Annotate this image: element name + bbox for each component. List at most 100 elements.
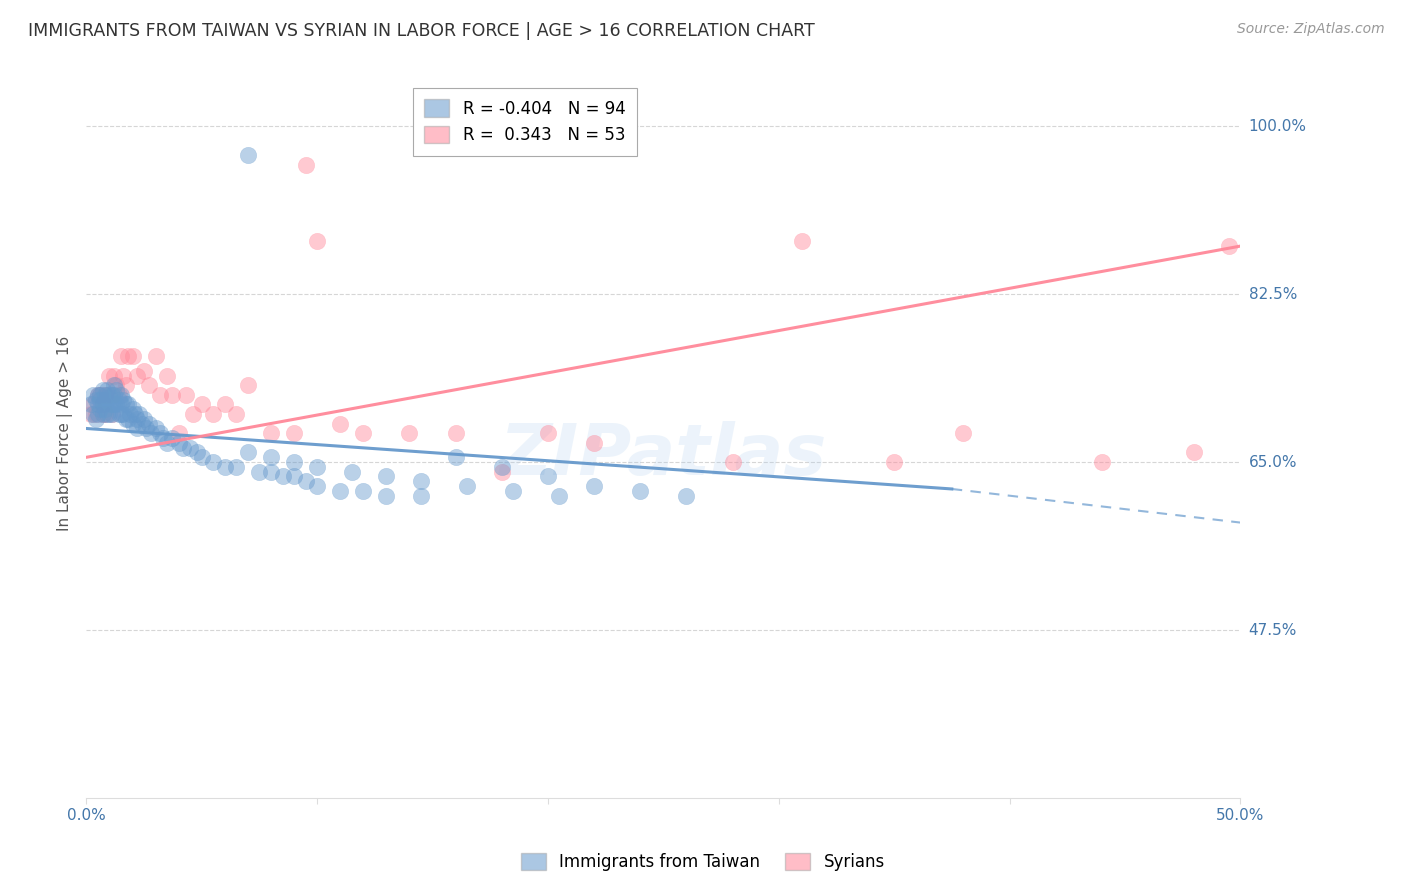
Point [127, 368, 149, 383]
Point [145, 421, 167, 435]
Point [105, 383, 128, 397]
Text: 65.0%: 65.0% [1249, 455, 1298, 469]
Point [117, 350, 139, 364]
Point [100, 407, 122, 421]
Point [149, 388, 172, 402]
Point [94, 392, 117, 407]
Point [583, 479, 606, 493]
Point [236, 148, 259, 162]
Point [883, 455, 905, 469]
Point [82, 397, 104, 411]
Y-axis label: In Labor Force | Age > 16: In Labor Force | Age > 16 [58, 335, 73, 531]
Point [100, 407, 122, 421]
Point [91, 383, 114, 397]
Point [80, 397, 103, 411]
Point [225, 459, 247, 474]
Point [138, 378, 160, 392]
Point [145, 350, 167, 364]
Point [283, 469, 305, 483]
Point [675, 489, 697, 503]
Text: ZIPatlas: ZIPatlas [499, 421, 827, 490]
Point [121, 402, 143, 417]
Point [444, 450, 467, 465]
Point [114, 412, 136, 426]
Point [82, 407, 104, 421]
Point [110, 388, 132, 402]
Point [110, 407, 132, 421]
Point [294, 157, 316, 171]
Text: 82.5%: 82.5% [1249, 286, 1296, 301]
Legend: R = -0.404   N = 94, R =  0.343   N = 53: R = -0.404 N = 94, R = 0.343 N = 53 [412, 87, 637, 156]
Point [94, 388, 117, 402]
Point [94, 388, 117, 402]
Point [132, 412, 155, 426]
Point [100, 397, 122, 411]
Point [174, 388, 197, 402]
Point [444, 426, 467, 441]
Point [225, 407, 247, 421]
Point [91, 407, 114, 421]
Point [202, 407, 225, 421]
Point [89, 392, 111, 407]
Point [1182, 445, 1205, 459]
Point [131, 417, 153, 431]
Point [89, 402, 111, 417]
Point [96, 383, 118, 397]
Point [149, 426, 172, 441]
Point [96, 388, 118, 402]
Point [87, 397, 110, 411]
Point [84, 392, 107, 407]
Point [214, 459, 236, 474]
Point [548, 489, 571, 503]
Point [107, 392, 129, 407]
Point [294, 475, 316, 489]
Text: IMMIGRANTS FROM TAIWAN VS SYRIAN IN LABOR FORCE | AGE > 16 CORRELATION CHART: IMMIGRANTS FROM TAIWAN VS SYRIAN IN LABO… [28, 22, 815, 40]
Point [98, 407, 121, 421]
Point [191, 450, 214, 465]
Point [260, 465, 283, 479]
Point [114, 397, 136, 411]
Point [271, 469, 294, 483]
Point [98, 397, 121, 411]
Point [537, 469, 560, 483]
Point [191, 397, 214, 411]
Point [260, 450, 283, 465]
Point [107, 388, 129, 402]
Point [105, 378, 128, 392]
Point [114, 378, 136, 392]
Point [1218, 239, 1240, 253]
Point [409, 489, 432, 503]
Point [103, 368, 125, 383]
Point [135, 421, 157, 435]
Point [179, 441, 201, 455]
Point [124, 407, 146, 421]
Point [103, 378, 125, 392]
Point [409, 475, 432, 489]
Point [98, 388, 121, 402]
Point [107, 407, 129, 421]
Text: 100.0%: 100.0% [1249, 119, 1306, 134]
Point [186, 445, 208, 459]
Point [352, 426, 374, 441]
Point [160, 431, 183, 445]
Point [87, 388, 110, 402]
Point [398, 426, 420, 441]
Point [181, 407, 204, 421]
Point [202, 455, 225, 469]
Point [127, 412, 149, 426]
Point [307, 459, 329, 474]
Point [84, 412, 107, 426]
Point [260, 426, 283, 441]
Point [214, 397, 236, 411]
Point [583, 436, 606, 450]
Point [87, 407, 110, 421]
Point [283, 455, 305, 469]
Point [89, 388, 111, 402]
Point [156, 436, 179, 450]
Point [121, 417, 143, 431]
Point [375, 469, 398, 483]
Point [89, 388, 111, 402]
Point [87, 388, 110, 402]
Point [127, 421, 149, 435]
Point [112, 368, 135, 383]
